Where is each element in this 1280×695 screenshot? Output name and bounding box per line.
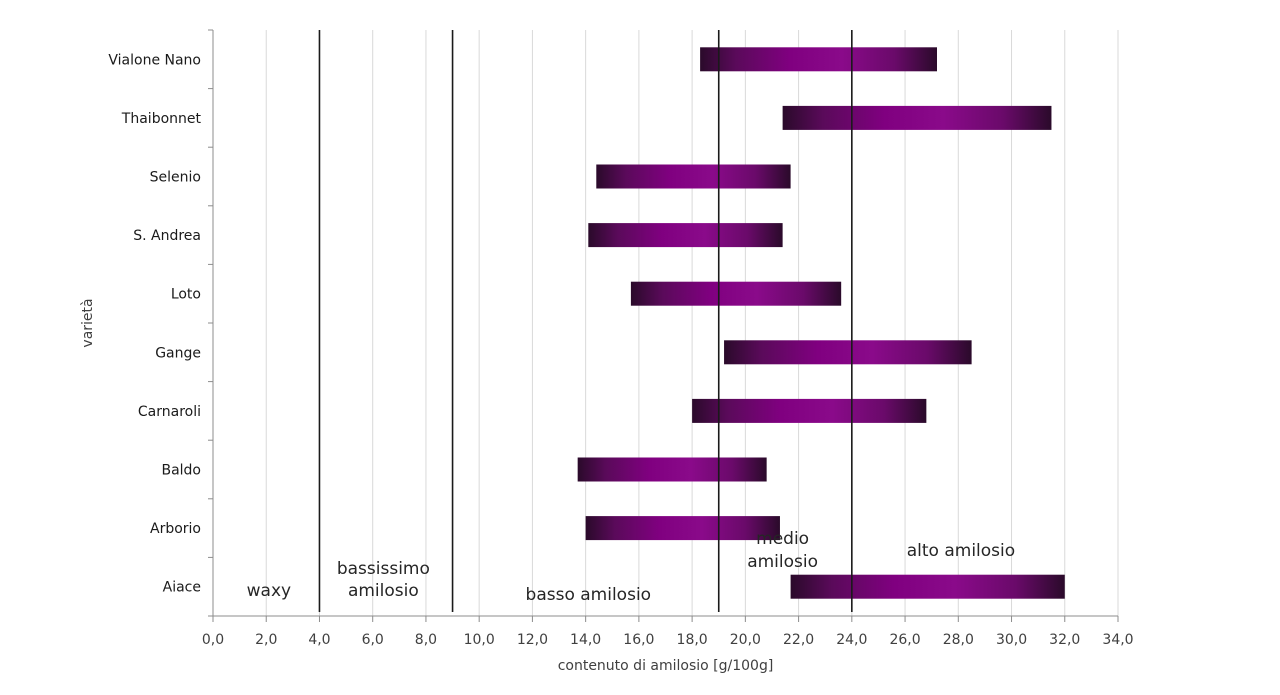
category-label: Vialone Nano: [108, 52, 201, 68]
x-tick-label: 32,0: [1049, 632, 1080, 648]
x-tick-label: 14,0: [570, 632, 601, 648]
threshold-lines: [318, 30, 853, 612]
range-bar: [596, 164, 791, 189]
range-bar: [588, 223, 783, 248]
region-label: bassissimo: [337, 559, 430, 579]
category-label: Arborio: [150, 521, 201, 537]
x-tick-label: 20,0: [730, 632, 761, 648]
x-tick-label: 2,0: [255, 632, 277, 648]
x-tick-label: 22,0: [783, 632, 814, 648]
range-bar: [782, 105, 1052, 130]
x-tick-label: 26,0: [889, 632, 920, 648]
x-tick-label: 16,0: [623, 632, 654, 648]
y-axis-title: varietà: [80, 298, 96, 347]
category-label: Carnaroli: [138, 404, 201, 420]
x-tick-label: 0,0: [202, 632, 224, 648]
region-label: amilosio: [348, 581, 419, 601]
category-label: Gange: [155, 345, 201, 361]
x-axis-title: contenuto di amilosio [g/100g]: [558, 658, 774, 674]
region-label: basso amilosio: [526, 585, 652, 605]
category-label: S. Andrea: [133, 228, 201, 244]
range-bars: [577, 47, 1065, 599]
x-tick-label: 24,0: [836, 632, 867, 648]
range-bar: [577, 457, 767, 482]
region-label: waxy: [247, 581, 291, 601]
axes: [208, 29, 1119, 622]
x-tick-label: 8,0: [415, 632, 437, 648]
x-tick-label: 10,0: [464, 632, 495, 648]
range-bar: [585, 516, 780, 541]
x-tick-label: 30,0: [996, 632, 1027, 648]
labels: 0,0 2,0 4,0 6,0 8,0 10,0 12,0 14,0 16,0 18,0 20,0 2…: [108, 52, 1133, 648]
region-label: alto amilosio: [907, 541, 1015, 561]
range-bar: [790, 574, 1065, 599]
x-tick-label: 28,0: [943, 632, 974, 648]
category-label: Baldo: [161, 463, 201, 479]
category-label: Aiace: [163, 580, 201, 596]
range-bar: [700, 47, 937, 72]
range-bar: [630, 281, 842, 306]
region-label: medio: [756, 529, 809, 549]
region-label: amilosio: [747, 552, 818, 572]
range-bar: [724, 340, 972, 365]
category-label: Thaibonnet: [121, 111, 202, 127]
x-tick-label: 18,0: [677, 632, 708, 648]
x-tick-label: 34,0: [1102, 632, 1133, 648]
category-label: Loto: [171, 287, 201, 303]
x-tick-label: 6,0: [362, 632, 384, 648]
range-bar: [692, 398, 927, 423]
category-label: Selenio: [150, 170, 201, 186]
x-tick-label: 12,0: [517, 632, 548, 648]
x-tick-label: 4,0: [308, 632, 330, 648]
